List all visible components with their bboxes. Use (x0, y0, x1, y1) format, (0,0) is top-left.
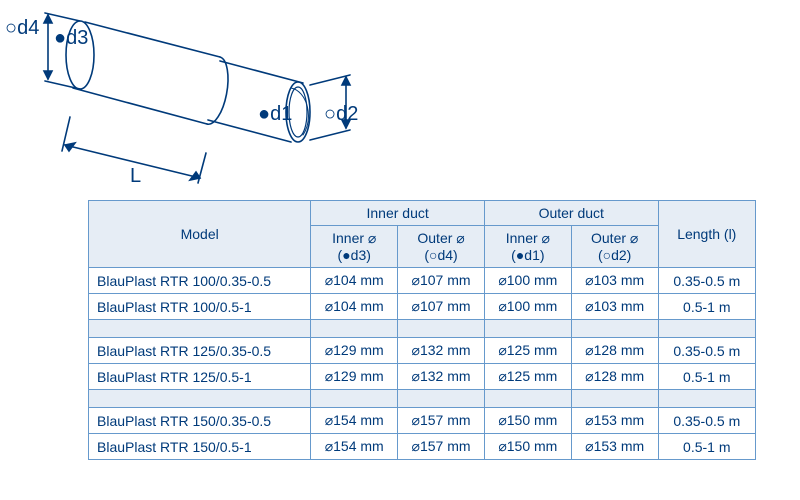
table-row: BlauPlast RTR 100/0.5-1⌀104 mm⌀107 mm⌀10… (89, 294, 756, 320)
cell-len: 0.35-0.5 m (658, 408, 755, 434)
cell-d2: ⌀128 mm (571, 364, 658, 390)
cell-d2: ⌀153 mm (571, 434, 658, 460)
label-od4: ○d4 (5, 17, 39, 40)
cell-len: 0.5-1 m (658, 294, 755, 320)
cell-d4: ⌀157 mm (398, 434, 485, 460)
th-inner-duct: Inner duct (311, 201, 485, 226)
cell-d3: ⌀104 mm (311, 268, 398, 294)
th-d1: Inner ⌀(●d1) (484, 226, 571, 268)
cell-d2: ⌀103 mm (571, 268, 658, 294)
label-d3: ●d3 (54, 27, 88, 50)
cell-d3: ⌀154 mm (311, 434, 398, 460)
th-d4: Outer ⌀(○d4) (398, 226, 485, 268)
cell-len: 0.5-1 m (658, 364, 755, 390)
spec-table: Model Inner duct Outer duct Length (l) I… (88, 200, 756, 460)
spacer-row (89, 390, 756, 408)
table-row: BlauPlast RTR 150/0.35-0.5⌀154 mm⌀157 mm… (89, 408, 756, 434)
cell-d3: ⌀104 mm (311, 294, 398, 320)
cell-d4: ⌀132 mm (398, 364, 485, 390)
cell-d4: ⌀107 mm (398, 268, 485, 294)
cell-model: BlauPlast RTR 150/0.35-0.5 (89, 408, 311, 434)
th-d2: Outer ⌀(○d2) (571, 226, 658, 268)
cell-len: 0.35-0.5 m (658, 338, 755, 364)
table-row: BlauPlast RTR 100/0.35-0.5⌀104 mm⌀107 mm… (89, 268, 756, 294)
label-L: L (130, 165, 141, 188)
cell-d1: ⌀100 mm (484, 268, 571, 294)
cell-d1: ⌀150 mm (484, 408, 571, 434)
cell-d1: ⌀100 mm (484, 294, 571, 320)
duct-diagram: ○d4 ●d3 ●d1 ○d2 L (10, 5, 390, 195)
cell-model: BlauPlast RTR 150/0.5-1 (89, 434, 311, 460)
cell-d1: ⌀125 mm (484, 364, 571, 390)
th-outer-duct: Outer duct (484, 201, 658, 226)
cell-d4: ⌀107 mm (398, 294, 485, 320)
cell-d1: ⌀125 mm (484, 338, 571, 364)
cell-model: BlauPlast RTR 100/0.35-0.5 (89, 268, 311, 294)
cell-len: 0.5-1 m (658, 434, 755, 460)
cell-d3: ⌀129 mm (311, 364, 398, 390)
th-model: Model (89, 201, 311, 268)
table-row: BlauPlast RTR 125/0.35-0.5⌀129 mm⌀132 mm… (89, 338, 756, 364)
spec-table-container: Model Inner duct Outer duct Length (l) I… (88, 200, 756, 460)
cell-model: BlauPlast RTR 125/0.5-1 (89, 364, 311, 390)
cell-d3: ⌀129 mm (311, 338, 398, 364)
cell-d3: ⌀154 mm (311, 408, 398, 434)
th-length: Length (l) (658, 201, 755, 268)
cell-d2: ⌀103 mm (571, 294, 658, 320)
cell-model: BlauPlast RTR 125/0.35-0.5 (89, 338, 311, 364)
table-row: BlauPlast RTR 125/0.5-1⌀129 mm⌀132 mm⌀12… (89, 364, 756, 390)
spacer-row (89, 320, 756, 338)
cell-d4: ⌀132 mm (398, 338, 485, 364)
th-d3: Inner ⌀(●d3) (311, 226, 398, 268)
cell-model: BlauPlast RTR 100/0.5-1 (89, 294, 311, 320)
cell-d2: ⌀153 mm (571, 408, 658, 434)
table-row: BlauPlast RTR 150/0.5-1⌀154 mm⌀157 mm⌀15… (89, 434, 756, 460)
cell-d2: ⌀128 mm (571, 338, 658, 364)
cell-len: 0.35-0.5 m (658, 268, 755, 294)
label-od2: ○d2 (324, 103, 358, 126)
cell-d1: ⌀150 mm (484, 434, 571, 460)
cell-d4: ⌀157 mm (398, 408, 485, 434)
label-d1: ●d1 (258, 103, 292, 126)
